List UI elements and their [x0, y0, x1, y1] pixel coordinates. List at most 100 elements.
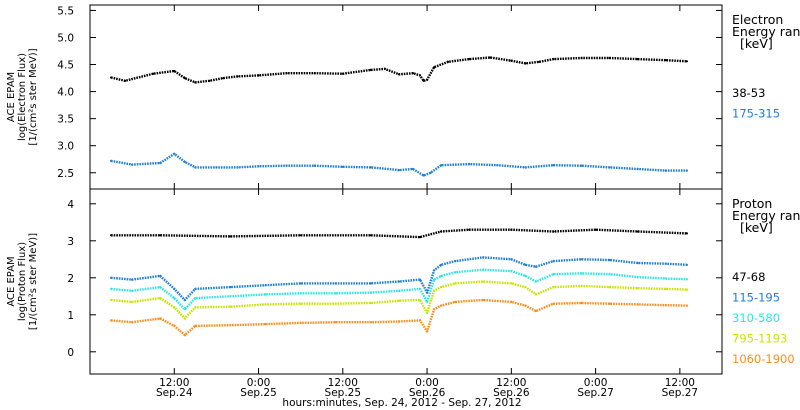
data-point [685, 60, 689, 63]
legend-entry: 310-580 [732, 311, 780, 325]
y-tick-label: 0 [67, 347, 74, 359]
data-point [580, 258, 583, 261]
data-point [482, 298, 485, 302]
data-point [194, 81, 197, 84]
data-point [454, 260, 457, 263]
legend-entry: 115-195 [732, 291, 780, 305]
data-point [685, 232, 689, 235]
data-point [440, 304, 443, 307]
data-point [482, 280, 485, 283]
proton-plot-frame [89, 188, 723, 375]
data-point [496, 164, 499, 167]
y-tick-label: 1 [67, 310, 74, 322]
data-point [131, 163, 134, 166]
data-point [433, 278, 436, 281]
y-tick-label: 3.5 [57, 114, 74, 126]
data-point [159, 297, 162, 300]
y-tick-label: 5.5 [57, 5, 74, 17]
data-point [552, 230, 555, 233]
data-point [664, 169, 667, 172]
data-point [433, 66, 436, 69]
data-point [418, 236, 422, 239]
data-point [299, 302, 302, 305]
data-point [131, 300, 134, 303]
legend-title: Proton [732, 196, 772, 211]
data-point [440, 274, 443, 277]
data-point [418, 74, 422, 77]
data-point [524, 286, 527, 289]
data-point [236, 166, 239, 169]
y-tick-label: 3.0 [57, 141, 74, 153]
x-tick-time-label: 0:00 [247, 377, 271, 389]
data-point [285, 72, 288, 75]
data-point [215, 166, 218, 169]
data-point [313, 164, 316, 167]
data-point [552, 302, 555, 305]
data-point [552, 286, 555, 289]
data-point [183, 298, 186, 302]
series-line-310-580 [110, 268, 687, 311]
data-point [183, 160, 186, 163]
legend-entry: 38-53 [732, 86, 765, 100]
data-point [159, 317, 162, 320]
data-point [636, 261, 639, 265]
data-point [397, 289, 401, 292]
data-point [131, 289, 134, 292]
data-point [418, 319, 422, 322]
data-point [194, 306, 197, 309]
x-tick-date-label: Sep.24 [156, 387, 193, 399]
data-point [636, 230, 639, 233]
data-point [299, 234, 302, 237]
y-tick-label: 5.0 [57, 32, 74, 44]
data-point [341, 72, 344, 75]
data-point [685, 288, 689, 291]
data-point [194, 166, 197, 169]
y-axis-label: log(Proton Flux) [17, 242, 28, 321]
data-point [524, 304, 527, 307]
data-point [580, 272, 583, 275]
data-point [229, 324, 232, 327]
data-point [685, 263, 689, 266]
y-tick-label: 3 [67, 236, 74, 248]
data-point [131, 321, 134, 324]
data-point [334, 292, 337, 295]
data-point [552, 58, 555, 61]
data-point [426, 291, 429, 294]
data-point [110, 319, 113, 322]
data-point [257, 165, 260, 168]
proton-panel: 0 1 2 3 4 ACE EPAM log(Proton Flux) [1/(cm²s st… [6, 188, 800, 399]
x-tick-time-label: 12:00 [665, 377, 695, 389]
data-point [636, 167, 639, 171]
y-tick-label: 4.0 [57, 87, 74, 99]
x-tick-date-label: Sep.26 [493, 387, 530, 399]
legend-title: [keV] [740, 36, 773, 51]
data-point [299, 282, 302, 285]
data-point [369, 301, 372, 305]
data-point [264, 293, 267, 296]
data-point [334, 321, 337, 324]
legend-title: Electron [732, 12, 783, 27]
data-point [110, 287, 113, 290]
data-point [285, 164, 288, 167]
legend-title: Energy range [732, 208, 800, 223]
data-point [608, 273, 611, 276]
data-point [685, 304, 689, 307]
data-point [489, 56, 492, 59]
data-point [183, 308, 186, 311]
y-axis-label: [1/(cm²s ster MeV)] [28, 233, 39, 330]
data-point [264, 303, 267, 306]
data-point [608, 286, 611, 289]
data-point [369, 282, 372, 285]
data-point [397, 280, 401, 283]
x-tick-date-label: Sep.26 [409, 387, 446, 399]
data-point [194, 324, 197, 327]
data-point [334, 302, 337, 305]
data-point [397, 169, 401, 172]
data-point [524, 166, 527, 169]
x-tick-time-label: 12:00 [496, 377, 526, 389]
data-point [685, 169, 689, 172]
data-point [418, 287, 422, 290]
legend-title: Energy range [732, 24, 800, 39]
legend-entry: 1060-1900 [732, 352, 795, 366]
y-axis-label: log(Electron Flux) [17, 53, 28, 141]
